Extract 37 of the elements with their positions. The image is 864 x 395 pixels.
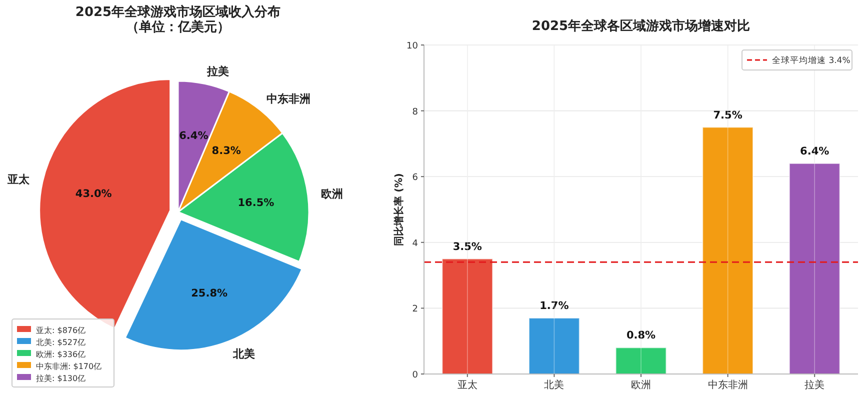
data-label: 43.0% <box>75 188 112 200</box>
y-tick-label: 2 <box>412 304 418 315</box>
data-label: 25.8% <box>191 288 228 300</box>
x-tick-label: 亚太 <box>457 379 478 391</box>
bar <box>615 347 667 374</box>
data-label: 1.7% <box>540 300 570 312</box>
slice-label: 北美 <box>232 348 256 361</box>
chart-title: 2025年全球各区域游戏市场增速对比 <box>532 18 750 34</box>
data-label: 3.5% <box>452 240 482 253</box>
y-tick-label: 10 <box>406 42 418 52</box>
chart-title: 2025年全球游戏市场区域收入分布 <box>75 4 281 20</box>
bar <box>702 126 754 374</box>
y-tick-label: 6 <box>412 173 418 184</box>
x-tick-label: 中东非洲 <box>708 379 748 391</box>
slice-label: 欧洲 <box>320 187 343 200</box>
slice-label: 拉美 <box>206 64 229 78</box>
data-label: 16.5% <box>238 196 275 209</box>
bar <box>528 318 580 374</box>
x-tick-label: 北美 <box>544 379 564 391</box>
data-label: 6.4% <box>179 130 209 142</box>
bar <box>788 162 840 374</box>
y-tick-label: 4 <box>412 238 418 249</box>
data-label: 7.5% <box>713 109 743 122</box>
data-label: 0.8% <box>626 330 656 342</box>
chart-subtitle: （单位：亿美元） <box>126 19 230 35</box>
bar <box>442 258 494 374</box>
y-tick-label: 0 <box>412 370 418 380</box>
note-box: 亚太: $876亿 北美: $527亿 欧洲: $336亿 中东非洲: $170亿 拉美: $130亿 <box>12 318 114 388</box>
y-axis-title: 同比增长率 (%) <box>393 173 405 246</box>
data-label: 8.3% <box>212 145 242 158</box>
y-tick-label: 8 <box>412 107 418 118</box>
data-label: 6.4% <box>800 145 830 158</box>
slice-label: 亚太 <box>6 172 31 186</box>
slice-label: 中东非洲 <box>266 92 311 106</box>
x-tick-label: 欧洲 <box>631 379 651 391</box>
x-tick-label: 拉美 <box>804 379 825 391</box>
legend-label: 全球平均增速 3.4% <box>772 55 850 66</box>
